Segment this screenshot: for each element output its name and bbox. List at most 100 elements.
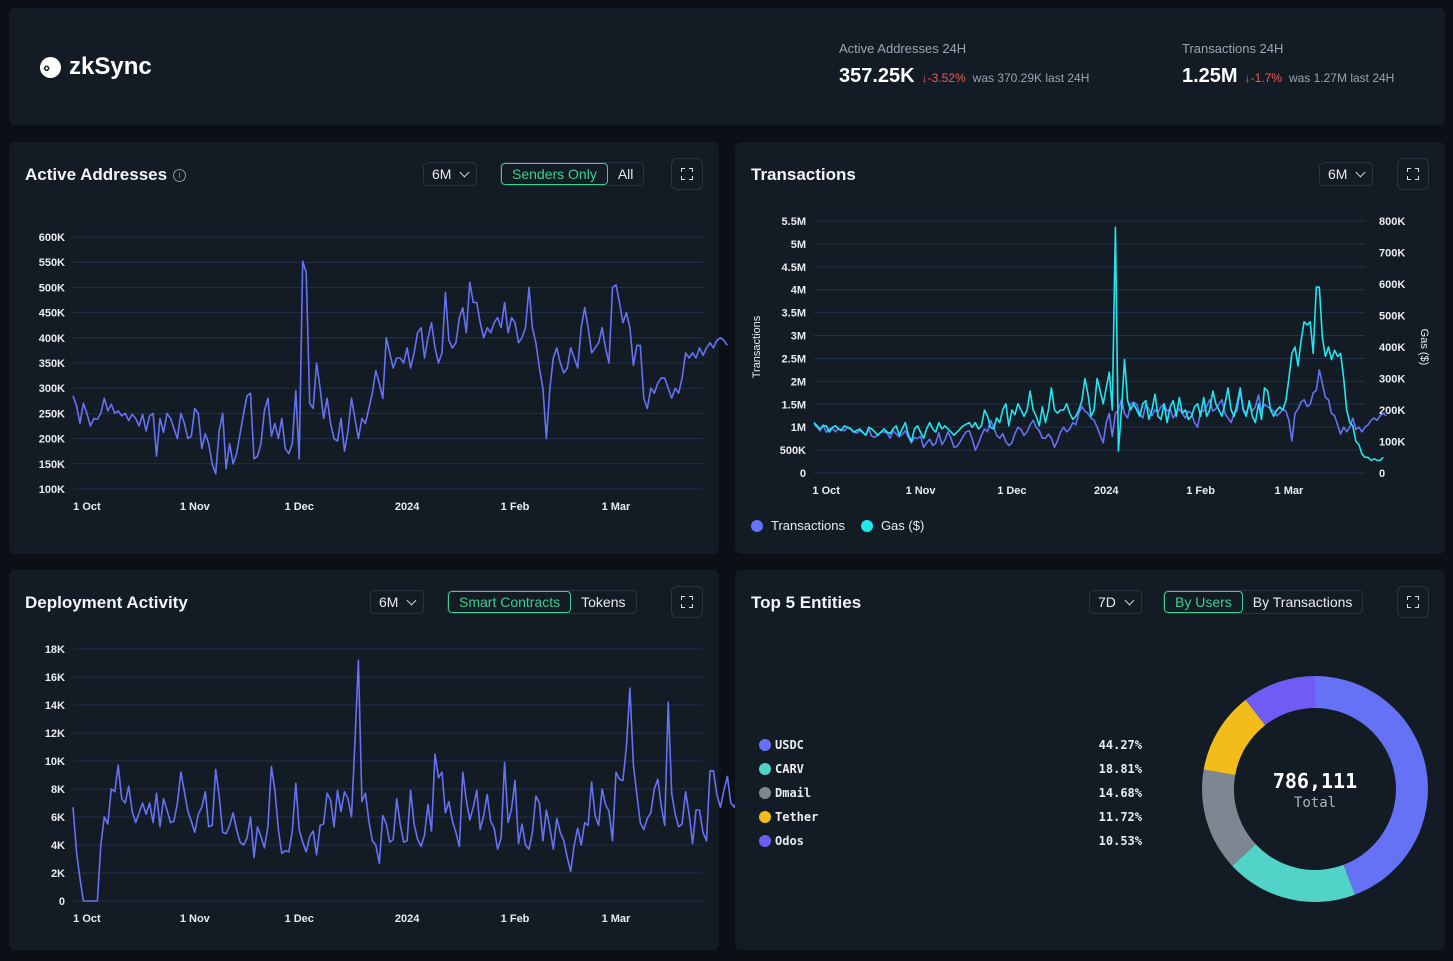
series-line-gas xyxy=(813,226,1384,462)
x-tick-label: 1 Feb xyxy=(501,913,530,925)
legend-item-transactions[interactable]: Transactions xyxy=(751,518,845,533)
entity-metric-toggle: By Users By Transactions xyxy=(1163,590,1364,614)
entity-name: Tether xyxy=(775,810,819,824)
legend-item-gas[interactable]: Gas ($) xyxy=(860,518,924,533)
range-dropdown[interactable]: 6M xyxy=(370,590,425,614)
range-dropdown[interactable]: 6M xyxy=(1319,162,1374,186)
series-line-deployment-activity xyxy=(72,659,749,902)
stat-previous: was 370.29K last 24H xyxy=(972,71,1090,85)
fullscreen-button[interactable] xyxy=(1397,158,1429,190)
y-tick-label: 500K xyxy=(780,445,806,457)
legend-dot xyxy=(751,519,763,532)
donut-slice-odos xyxy=(1245,676,1315,726)
fullscreen-button[interactable] xyxy=(671,158,703,190)
y-right-tick-label: 100K xyxy=(1379,437,1405,449)
y-tick-label: 10K xyxy=(45,756,65,768)
entity-percent: 11.72% xyxy=(1098,810,1142,824)
x-tick-label: 1 Feb xyxy=(1186,485,1215,497)
y-tick-label: 5M xyxy=(791,239,806,251)
toggle-senders-only[interactable]: Senders Only xyxy=(501,163,608,185)
y-tick-label: 300K xyxy=(39,383,65,395)
stat-transactions: Transactions 24H 1.25M ↓-1.7% was 1.27M … xyxy=(1182,41,1394,88)
active-addresses-panel: Active Addresses i 6M Senders Only All 1… xyxy=(9,142,729,554)
top-entities-donut xyxy=(1202,676,1428,902)
y-tick-label: 1M xyxy=(791,422,806,434)
y-tick-label: 4.5M xyxy=(782,262,806,274)
y-tick-label: 5.5M xyxy=(782,216,806,228)
donut-total: 786,111 Total xyxy=(1245,769,1385,811)
active-addresses-chart: 100K 150K 200K 250K 300K 350K 400K 450K 500K 550K… xyxy=(39,232,729,513)
y-tick-label: 200K xyxy=(39,434,65,446)
entity-color-dot xyxy=(759,811,771,823)
info-icon[interactable]: i xyxy=(173,168,187,182)
range-dropdown[interactable]: 7D xyxy=(1089,590,1142,614)
toggle-smart-contracts[interactable]: Smart Contracts xyxy=(448,591,572,613)
fullscreen-button[interactable] xyxy=(671,586,703,618)
fullscreen-icon xyxy=(681,168,693,180)
entity-row[interactable]: Odos 10.53% xyxy=(759,829,1142,853)
entity-percent: 18.81% xyxy=(1098,762,1142,776)
donut-slice-usdc xyxy=(1315,676,1428,895)
senders-toggle: Senders Only All xyxy=(500,162,645,186)
series-line-active-addresses xyxy=(72,260,729,475)
y-tick-label: 16K xyxy=(45,672,65,684)
panel-title-text: Top 5 Entities xyxy=(751,593,862,612)
y-tick-label: 2M xyxy=(791,376,806,388)
donut-slice-dmail xyxy=(1202,769,1256,866)
brand-name: zkSync xyxy=(69,53,152,80)
toggle-all[interactable]: All xyxy=(617,166,634,182)
entity-color-dot xyxy=(759,739,771,751)
y-tick-label: 8K xyxy=(51,784,65,796)
deploy-type-toggle: Smart Contracts Tokens xyxy=(447,590,637,614)
panel-title-text: Transactions xyxy=(751,165,856,184)
donut-total-value: 786,111 xyxy=(1272,769,1358,793)
y-right-tick-label: 400K xyxy=(1379,342,1405,354)
x-tick-label: 1 Mar xyxy=(1275,485,1304,497)
stat-change: ↓-3.52% xyxy=(921,71,966,85)
panel-title: Deployment Activity xyxy=(25,593,188,613)
brand[interactable]: zkSync xyxy=(40,53,152,81)
donut-slice-carv xyxy=(1232,844,1355,902)
stat-value: 357.25K xyxy=(839,65,915,87)
y-tick-label: 12K xyxy=(45,728,65,740)
x-tick-label: 1 Dec xyxy=(997,485,1026,497)
panel-title-text: Active Addresses xyxy=(25,165,168,184)
legend-label: Transactions xyxy=(771,518,845,533)
panel-title-text: Deployment Activity xyxy=(25,593,188,612)
fullscreen-icon xyxy=(1407,168,1419,180)
transactions-panel: Transactions 6M 0 500K 1M 1.5M 2M 2.5M 3M 3.5M 4… xyxy=(735,142,1445,554)
x-tick-label: 2024 xyxy=(1094,485,1119,497)
top-entities-panel: Top 5 Entities 7D By Users By Transactio… xyxy=(735,570,1445,950)
stat-change-value: -3.52% xyxy=(927,71,966,85)
x-tick-label: 1 Oct xyxy=(812,485,840,497)
stat-label: Active Addresses 24H xyxy=(839,41,967,56)
y-right-tick-label: 600K xyxy=(1379,279,1405,291)
stat-change: ↓-1.7% xyxy=(1244,71,1282,85)
y-tick-label: 100K xyxy=(39,484,65,496)
range-dropdown[interactable]: 6M xyxy=(423,162,478,186)
stat-active-addresses: Active Addresses 24H 357.25K ↓-3.52% was… xyxy=(839,41,1089,88)
fullscreen-icon xyxy=(1407,596,1419,608)
header-bar: zkSync Active Addresses 24H 357.25K ↓-3.… xyxy=(9,8,1445,125)
toggle-by-transactions[interactable]: By Transactions xyxy=(1252,594,1353,610)
entity-row[interactable]: Tether 11.72% xyxy=(759,805,1142,829)
entity-row[interactable]: USDC 44.27% xyxy=(759,733,1142,757)
y-tick-label: 250K xyxy=(39,408,65,420)
toggle-by-users[interactable]: By Users xyxy=(1164,591,1243,613)
y-tick-label: 6K xyxy=(51,812,65,824)
x-tick-label: 1 Oct xyxy=(73,501,101,513)
y-tick-label: 0 xyxy=(800,468,806,480)
toggle-tokens[interactable]: Tokens xyxy=(581,594,626,610)
x-tick-label: 1 Mar xyxy=(602,501,631,513)
entity-row[interactable]: CARV 18.81% xyxy=(759,757,1142,781)
entity-row[interactable]: Dmail 14.68% xyxy=(759,781,1142,805)
x-tick-label: 2024 xyxy=(395,913,420,925)
entity-percent: 44.27% xyxy=(1098,738,1142,752)
y-tick-label: 150K xyxy=(39,459,65,471)
zksync-logo-icon xyxy=(40,56,61,78)
deployment-activity-panel: Deployment Activity 6M Smart Contracts T… xyxy=(9,570,749,950)
fullscreen-button[interactable] xyxy=(1397,586,1429,618)
y-tick-label: 400K xyxy=(39,333,65,345)
y-tick-label: 450K xyxy=(39,308,65,320)
y-tick-label: 1.5M xyxy=(782,399,806,411)
